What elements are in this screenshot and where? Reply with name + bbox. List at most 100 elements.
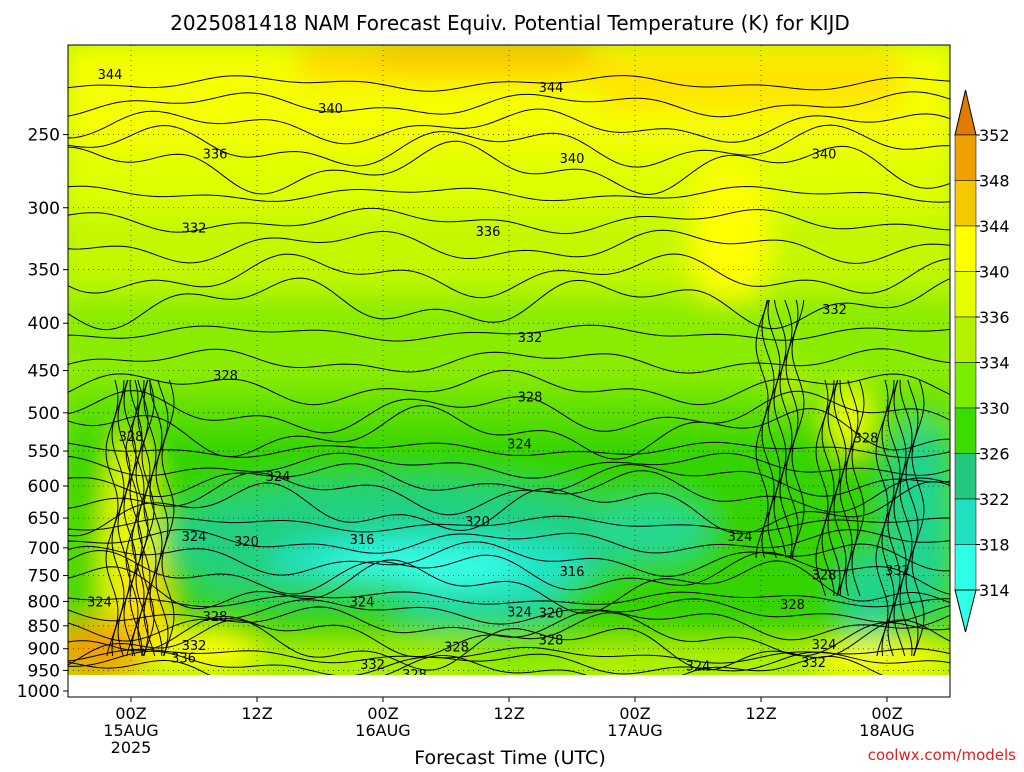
gridlines bbox=[68, 45, 950, 675]
contour-line bbox=[68, 452, 950, 479]
y-axis: 250 300 350 400 450 500 550 600 650 700 750 800 850 9… bbox=[17, 126, 68, 702]
y-tick-label: 450 bbox=[28, 362, 60, 382]
x-tick-sublabel: 17AUG bbox=[607, 721, 662, 740]
contour-line bbox=[755, 299, 769, 559]
contour-label-text: 320 bbox=[539, 606, 564, 621]
contour-label-text: 316 bbox=[560, 565, 585, 580]
contour-label-text: 324 bbox=[686, 659, 711, 674]
contour-label-text: 344 bbox=[539, 81, 564, 96]
contour-line bbox=[68, 470, 950, 516]
contour-label: 336 bbox=[476, 225, 501, 240]
contour-line bbox=[905, 379, 919, 657]
colorbar-label: 336 bbox=[979, 308, 1010, 327]
contour-line bbox=[833, 379, 847, 597]
colorbar-segment bbox=[954, 407, 977, 454]
colorbar-label: 352 bbox=[979, 126, 1010, 145]
contour-line bbox=[821, 379, 835, 597]
contour-line bbox=[68, 606, 950, 642]
y-tick-label: 600 bbox=[28, 477, 60, 497]
contour-label: 328 bbox=[854, 432, 879, 447]
x-tick-label: 12Z bbox=[241, 704, 272, 723]
contour-label-text: 336 bbox=[476, 225, 501, 240]
contour-line bbox=[773, 299, 787, 559]
x-tick-label: 00Z bbox=[619, 704, 650, 723]
contour-label-text: 332 bbox=[885, 564, 910, 579]
contour-label-text: 328 bbox=[119, 430, 144, 445]
contour-label: 328 bbox=[402, 668, 427, 683]
contour-label: 332 bbox=[182, 639, 207, 654]
contour-label-text: 324 bbox=[182, 530, 207, 545]
contour-label: 324 bbox=[182, 530, 207, 545]
contour-label-text: 336 bbox=[203, 147, 228, 162]
contour-label-text: 328 bbox=[780, 598, 805, 613]
contour-label: 332 bbox=[182, 221, 207, 236]
contour-label: 328 bbox=[203, 610, 228, 625]
contour-label: 324 bbox=[728, 530, 753, 545]
contour-line bbox=[68, 75, 950, 92]
y-tick-label: 800 bbox=[28, 592, 60, 612]
y-tick-label: 1000 bbox=[17, 682, 60, 702]
contour-label: 324 bbox=[507, 438, 532, 453]
contour-line bbox=[68, 404, 950, 460]
contour-label-text: 328 bbox=[539, 634, 564, 649]
contour-label-text: 328 bbox=[402, 668, 427, 683]
contour-line bbox=[767, 299, 781, 559]
x-axis-label: Forecast Time (UTC) bbox=[414, 747, 605, 768]
contour-label-text: 328 bbox=[203, 610, 228, 625]
colorbar-label: 334 bbox=[979, 354, 1010, 373]
contour-line bbox=[149, 380, 163, 657]
contour-label: 328 bbox=[780, 598, 805, 613]
y-tick-label: 950 bbox=[28, 661, 60, 681]
colorbar-label: 348 bbox=[979, 172, 1010, 191]
contour-line bbox=[761, 299, 775, 559]
colorbar-label: 344 bbox=[979, 217, 1010, 236]
contour-label-text: 332 bbox=[182, 639, 207, 654]
contour-label: 320 bbox=[539, 606, 564, 621]
colorbar-label: 330 bbox=[979, 399, 1010, 418]
contour-label-text: 332 bbox=[518, 331, 543, 346]
x-tick-label: 00Z bbox=[367, 704, 398, 723]
contour-label: 316 bbox=[560, 565, 585, 580]
y-tick-label: 900 bbox=[28, 640, 60, 660]
contour-line bbox=[68, 441, 950, 459]
y-tick-label: 400 bbox=[28, 314, 60, 334]
contour-label: 340 bbox=[318, 102, 343, 117]
x-tick-label: 12Z bbox=[493, 704, 524, 723]
colorbar: 352 348 344 340 336 334 330 326 322 318 314 bbox=[954, 89, 1010, 633]
colorbar-label: 326 bbox=[979, 445, 1010, 464]
contour-label: 324 bbox=[507, 605, 532, 620]
contour-line bbox=[143, 379, 157, 657]
contour-line bbox=[68, 559, 950, 614]
contour-line bbox=[68, 324, 950, 342]
contour-label: 340 bbox=[812, 147, 837, 162]
contour-label: 324 bbox=[350, 595, 375, 610]
colorbar-label: 318 bbox=[979, 536, 1010, 555]
x-tick-label: 00Z bbox=[115, 704, 146, 723]
contour-line bbox=[779, 299, 793, 559]
contour-label-text: 324 bbox=[507, 438, 532, 453]
contour-label-text: 332 bbox=[182, 221, 207, 236]
contour-label: 328 bbox=[119, 430, 144, 445]
contour-label-text: 328 bbox=[854, 432, 879, 447]
colorbar-segment bbox=[954, 544, 977, 591]
contour-label-text: 320 bbox=[465, 515, 490, 530]
x-tick-sublabel: 16AUG bbox=[355, 721, 410, 740]
contour-label: 328 bbox=[444, 640, 469, 655]
contour-label: 324 bbox=[266, 470, 291, 485]
contour-line bbox=[68, 591, 950, 608]
contour-label-text: 332 bbox=[822, 303, 847, 318]
y-tick-label: 300 bbox=[28, 199, 60, 219]
contour-label: 324 bbox=[87, 595, 112, 610]
contour-label: 332 bbox=[885, 564, 910, 579]
contour-label: 316 bbox=[350, 533, 375, 548]
contour-label-text: 316 bbox=[350, 533, 375, 548]
contour-line bbox=[785, 299, 799, 559]
colorbar-segment bbox=[954, 134, 977, 181]
colorbar-top-arrow bbox=[954, 89, 977, 136]
color-field bbox=[68, 45, 950, 675]
contour-label-text: 344 bbox=[98, 68, 123, 83]
contour-label-text: 332 bbox=[360, 658, 385, 673]
contour-label-text: 324 bbox=[507, 605, 532, 620]
colorbar-label: 322 bbox=[979, 490, 1010, 509]
